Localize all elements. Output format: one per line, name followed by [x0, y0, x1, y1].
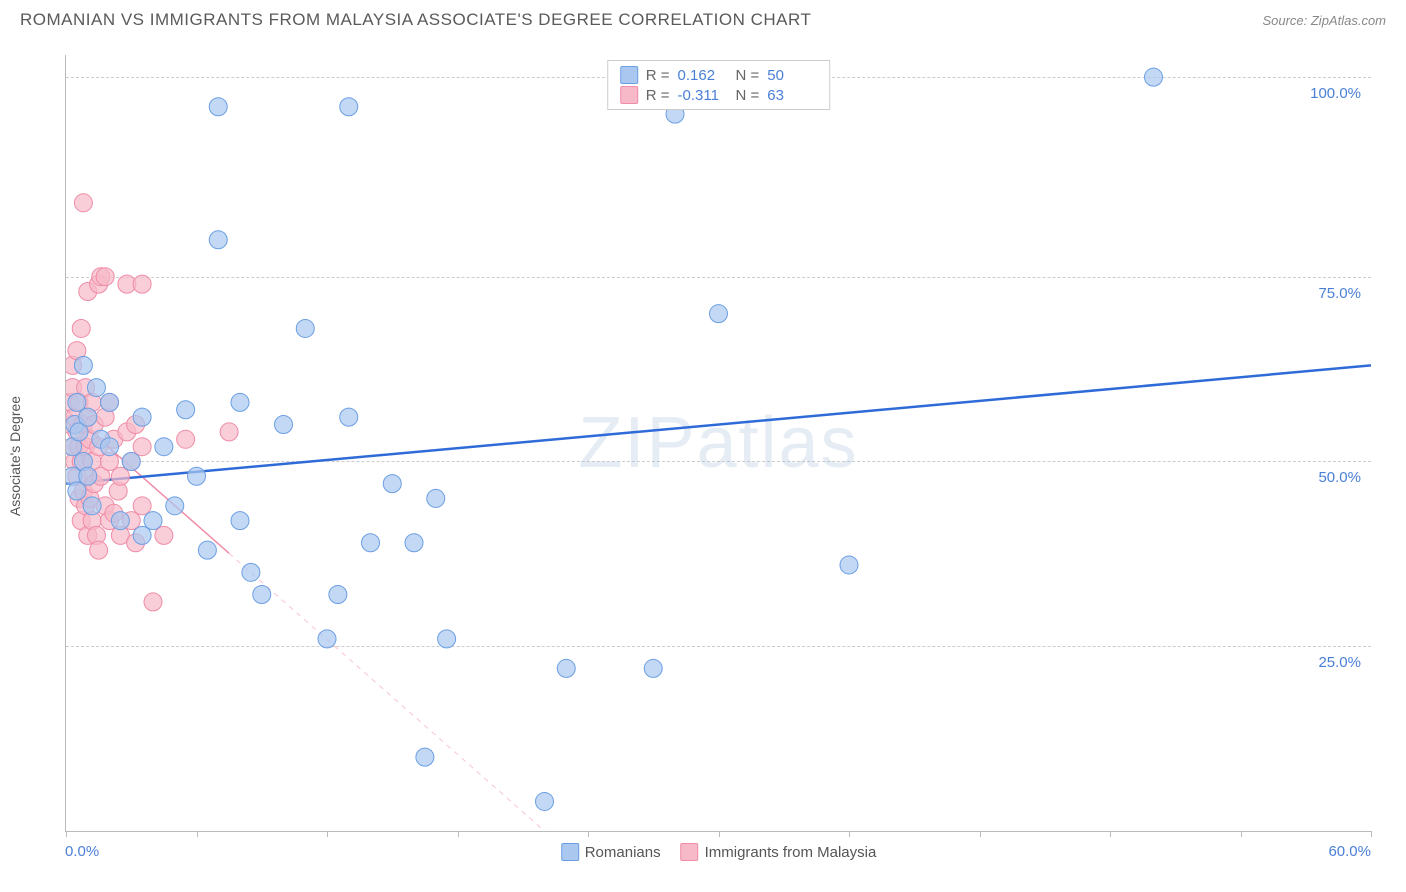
data-point: [68, 482, 86, 500]
data-point: [198, 541, 216, 559]
x-tick: [66, 831, 67, 837]
plot-area: ZIPatlas R = 0.162 N = 50 R = -0.311 N =…: [65, 55, 1371, 832]
source-label: Source: ZipAtlas.com: [1262, 13, 1386, 28]
data-point: [644, 659, 662, 677]
data-point: [166, 497, 184, 515]
plot-svg: [66, 55, 1371, 831]
chart-title: ROMANIAN VS IMMIGRANTS FROM MALAYSIA ASS…: [20, 10, 811, 30]
data-point: [362, 534, 380, 552]
data-point: [557, 659, 575, 677]
data-point: [253, 586, 271, 604]
data-point: [133, 438, 151, 456]
legend-bottom: Romanians Immigrants from Malaysia: [561, 843, 877, 861]
legend-item: Immigrants from Malaysia: [681, 843, 877, 861]
data-point: [427, 489, 445, 507]
data-point: [72, 319, 90, 337]
data-point: [79, 408, 97, 426]
data-point: [133, 526, 151, 544]
data-point: [329, 586, 347, 604]
data-point: [68, 393, 86, 411]
data-point: [87, 379, 105, 397]
data-point: [133, 275, 151, 293]
data-point: [155, 526, 173, 544]
legend-stat-row: R = -0.311 N = 63: [620, 86, 818, 104]
malaysia-regression-dashed: [229, 553, 544, 831]
legend-label: Romanians: [585, 844, 661, 861]
n-value: 50: [767, 67, 817, 84]
data-point: [840, 556, 858, 574]
data-point: [536, 792, 554, 810]
romanians-regression-line: [66, 365, 1371, 483]
data-point: [177, 401, 195, 419]
n-label: N =: [736, 87, 760, 104]
data-point: [74, 356, 92, 374]
x-tick: [1371, 831, 1372, 837]
data-point: [340, 98, 358, 116]
data-point: [383, 475, 401, 493]
data-point: [96, 268, 114, 286]
header: ROMANIAN VS IMMIGRANTS FROM MALAYSIA ASS…: [0, 0, 1406, 35]
data-point: [111, 467, 129, 485]
data-point: [231, 393, 249, 411]
x-origin-label: 0.0%: [65, 843, 99, 860]
data-point: [209, 98, 227, 116]
x-tick: [719, 831, 720, 837]
chart-wrap: Associate's Degree ZIPatlas R = 0.162 N …: [20, 40, 1386, 872]
legend-swatch: [561, 843, 579, 861]
data-point: [101, 393, 119, 411]
data-point: [144, 512, 162, 530]
x-tick: [980, 831, 981, 837]
r-label: R =: [646, 67, 670, 84]
data-point: [209, 231, 227, 249]
data-point: [242, 563, 260, 581]
x-tick: [849, 831, 850, 837]
data-point: [133, 497, 151, 515]
r-value: -0.311: [678, 87, 728, 104]
n-label: N =: [736, 67, 760, 84]
n-value: 63: [767, 87, 817, 104]
data-point: [275, 416, 293, 434]
data-point: [296, 319, 314, 337]
data-point: [405, 534, 423, 552]
data-point: [177, 430, 195, 448]
x-tick: [1110, 831, 1111, 837]
data-point: [83, 497, 101, 515]
data-point: [155, 438, 173, 456]
legend-swatch: [681, 843, 699, 861]
data-point: [416, 748, 434, 766]
legend-item: Romanians: [561, 843, 661, 861]
data-point: [74, 194, 92, 212]
data-point: [1145, 68, 1163, 86]
data-point: [710, 305, 728, 323]
data-point: [133, 408, 151, 426]
data-point: [188, 467, 206, 485]
data-point: [318, 630, 336, 648]
r-value: 0.162: [678, 67, 728, 84]
x-tick: [458, 831, 459, 837]
r-label: R =: [646, 87, 670, 104]
x-tick: [197, 831, 198, 837]
legend-swatch: [620, 66, 638, 84]
x-max-label: 60.0%: [1328, 843, 1371, 860]
data-point: [220, 423, 238, 441]
legend-label: Immigrants from Malaysia: [705, 844, 877, 861]
legend-swatch: [620, 86, 638, 104]
data-point: [79, 467, 97, 485]
legend-stat-row: R = 0.162 N = 50: [620, 66, 818, 84]
legend-top: R = 0.162 N = 50 R = -0.311 N = 63: [607, 60, 831, 110]
data-point: [122, 452, 140, 470]
data-point: [101, 438, 119, 456]
data-point: [231, 512, 249, 530]
x-tick: [327, 831, 328, 837]
y-axis-label: Associate's Degree: [7, 396, 23, 516]
data-point: [90, 541, 108, 559]
x-tick: [588, 831, 589, 837]
x-tick: [1241, 831, 1242, 837]
data-point: [144, 593, 162, 611]
data-point: [111, 512, 129, 530]
data-point: [438, 630, 456, 648]
data-point: [340, 408, 358, 426]
